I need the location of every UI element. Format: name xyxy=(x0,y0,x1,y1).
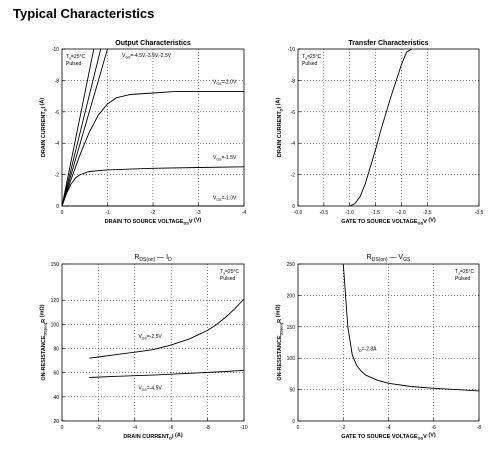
series-label: VGS=-2.5V xyxy=(138,334,162,341)
chart-title: Output Characteristics xyxy=(115,40,191,47)
y-tick-label: -6 xyxy=(291,110,296,116)
chart-annotation: Pulsed xyxy=(302,61,318,67)
y-axis-label: DRAIN CURRENTDI (A) xyxy=(39,98,47,157)
y-tick-label: 80 xyxy=(53,347,59,353)
x-tick-label: -6 xyxy=(169,425,174,431)
x-tick-label: -10 xyxy=(240,425,247,431)
x-tick-label: -4 xyxy=(133,425,138,431)
y-axis-label: ON-RESISTANCEDS(on)R (mΩ) xyxy=(275,304,283,380)
plot-frame xyxy=(297,263,480,422)
chart-3: 0 -2 -4 -6 -8 -10 20 40 60 80 100 120 150 RDS(on) — I… xyxy=(39,254,247,441)
x-tick-label: -1 xyxy=(105,210,110,216)
chart-annotation: Pulsed xyxy=(220,276,236,282)
x-tick-label: -8 xyxy=(205,425,210,431)
x-axis-label: DRAIN TO SOURCE VOLTAGEDSV (V) xyxy=(105,217,202,225)
x-tick-label: -2.0 xyxy=(397,210,406,216)
y-tick-label: 40 xyxy=(53,395,59,401)
y-tick-label: -4 xyxy=(55,141,60,147)
y-tick-label: 0 xyxy=(292,419,295,425)
plot-frame xyxy=(61,263,245,422)
y-tick-label: -10 xyxy=(52,47,59,53)
chart-annotation: Ta=25°C xyxy=(302,54,321,61)
x-tick-label: -1.0 xyxy=(345,210,354,216)
y-tick-label: -6 xyxy=(55,110,60,116)
x-tick-label: 0 xyxy=(61,425,64,431)
y-tick-label: 50 xyxy=(289,388,295,394)
series-line xyxy=(89,298,245,359)
x-tick-label: -4 xyxy=(242,210,247,216)
x-tick-label: -3 xyxy=(196,210,201,216)
chart-annotation: Pulsed xyxy=(66,61,82,67)
chart-title: Transfer Characteristics xyxy=(348,40,428,47)
y-tick-label: 100 xyxy=(287,356,296,362)
y-tick-label: -2 xyxy=(55,173,60,179)
y-tick-label: -8 xyxy=(55,78,60,84)
x-tick-label: -1.5 xyxy=(371,210,380,216)
x-tick-label: 0 xyxy=(61,210,64,216)
x-tick-label: -4 xyxy=(386,425,391,431)
series-line xyxy=(89,369,245,378)
chart-annotation: Ta=25°C xyxy=(220,269,239,276)
chart-annotation: Ta=25°C xyxy=(66,54,85,61)
x-tick-label: -2 xyxy=(151,210,156,216)
chart-annotation: Ta=25°C xyxy=(455,269,474,276)
chart-4: 0 -2 -4 -6 -8 0 50 100 150 200 250 RDS(on) — VGS GAT… xyxy=(275,254,481,441)
series-line xyxy=(61,48,102,207)
series-line xyxy=(349,48,413,207)
y-tick-label: 0 xyxy=(292,204,295,210)
y-tick-label: -10 xyxy=(288,47,295,53)
page-heading: Typical Characteristics xyxy=(13,6,155,21)
series-line xyxy=(61,48,95,207)
y-tick-label: 200 xyxy=(287,293,296,299)
series-label: VGS=-4.5V,-3.5V,-2.5V xyxy=(122,53,172,60)
series-line xyxy=(61,90,244,207)
y-tick-label: 120 xyxy=(51,298,60,304)
x-tick-label: -3.5 xyxy=(475,210,484,216)
y-tick-label: 0 xyxy=(56,204,59,210)
series-label: VGS=-1.5V xyxy=(213,155,237,162)
series-line xyxy=(61,48,108,207)
y-tick-label: -4 xyxy=(291,141,296,147)
x-axis-label: GATE TO SOURCE VOLTAGEGSV (V) xyxy=(341,217,436,225)
plot-frame xyxy=(297,48,480,207)
x-tick-label: -0.0 xyxy=(294,210,303,216)
x-tick-label: -0.5 xyxy=(320,210,329,216)
x-axis-label: DRAIN CURRENTDI (A) xyxy=(123,432,182,440)
y-tick-label: -8 xyxy=(291,78,296,84)
y-tick-label: 150 xyxy=(51,262,60,268)
x-tick-label: 0 xyxy=(297,425,300,431)
y-tick-label: 20 xyxy=(53,419,59,425)
series-label: ID=-2.8A xyxy=(358,346,377,353)
y-tick-label: 60 xyxy=(53,371,59,377)
series-line xyxy=(61,166,245,207)
y-tick-label: -2 xyxy=(291,173,296,179)
chart-2: -0.0 -0.5 -1.0 -1.5 -2.0 -2.5 -3.5 0 -2 -4 -6 -8 -10… xyxy=(275,40,483,226)
series-label: VGS=-4.5V xyxy=(138,386,162,393)
x-tick-label: -2 xyxy=(341,425,346,431)
x-tick-label: -8 xyxy=(477,425,482,431)
x-tick-label: -2.5 xyxy=(423,210,432,216)
chart-annotation: Pulsed xyxy=(455,276,471,282)
y-axis-label: ON-RESISTANCEDS(on)R (mΩ) xyxy=(39,304,47,380)
y-tick-label: 100 xyxy=(51,322,60,328)
x-tick-label: -6 xyxy=(432,425,437,431)
y-tick-label: 250 xyxy=(287,262,296,268)
x-tick-label: -2 xyxy=(96,425,101,431)
chart-title: RDS(on) — ID xyxy=(134,254,172,263)
y-axis-label: DRAIN CURRENTDI (A) xyxy=(275,98,283,157)
series-label: VGS=-1.0V xyxy=(213,196,237,203)
series-label: VGS=-2.0V xyxy=(213,80,237,87)
x-axis-label: GATE TO SOURCE VOLTAGEGSV (V) xyxy=(341,432,436,440)
y-tick-label: 150 xyxy=(287,325,296,331)
series-line xyxy=(342,263,480,392)
chart-1: 0 -1 -2 -3 -4 0 -2 -4 -6 -8 -10 Output Characterist… xyxy=(39,40,246,226)
chart-title: RDS(on) — VGS xyxy=(367,254,411,263)
